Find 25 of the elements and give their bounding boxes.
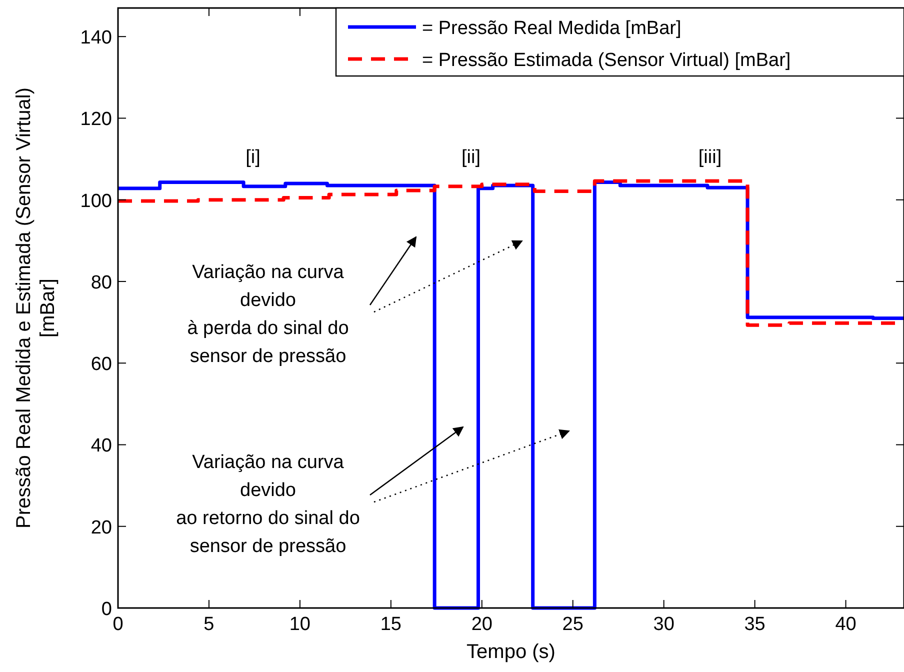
annotation: [iii] (698, 147, 722, 168)
y-tick-label: 140 (80, 28, 112, 49)
y-tick-label: 20 (90, 517, 112, 538)
annotation: Variação na curva devido à perda do sinal do sensor de pressão (187, 262, 349, 367)
y-tick-label: 100 (80, 190, 112, 212)
annotation: Variação na curva devido ao retorno do sinal do sensor de pressão (176, 452, 360, 557)
y-axis-title: Pressão Real Medida e Estimada (Sensor Virtual) [mBar] (13, 88, 59, 528)
x-tick-label: 40 (835, 614, 856, 635)
annotation: [ii] (462, 147, 480, 168)
y-tick-label: 0 (101, 599, 112, 620)
x-tick-label: 20 (471, 614, 492, 635)
y-tick-label: 80 (90, 272, 112, 294)
legend-label: = Pressão Estimada (Sensor Virtual) [mBar] (422, 50, 791, 71)
x-tick-label: 35 (744, 614, 766, 635)
x-axis-title: Tempo (s) (466, 641, 556, 663)
legend-label: = Pressão Real Medida [mBar] (422, 18, 682, 39)
x-tick-label: 25 (562, 614, 584, 635)
y-tick-label: 60 (90, 354, 112, 376)
x-tick-label: 5 (204, 614, 214, 635)
x-tick-label: 15 (380, 614, 402, 635)
x-tick-label: 10 (289, 614, 311, 635)
annotation: [i] (246, 147, 260, 168)
x-tick-label: 30 (653, 614, 674, 635)
y-tick-label: 40 (90, 436, 112, 457)
y-tick-label: 120 (80, 109, 112, 130)
